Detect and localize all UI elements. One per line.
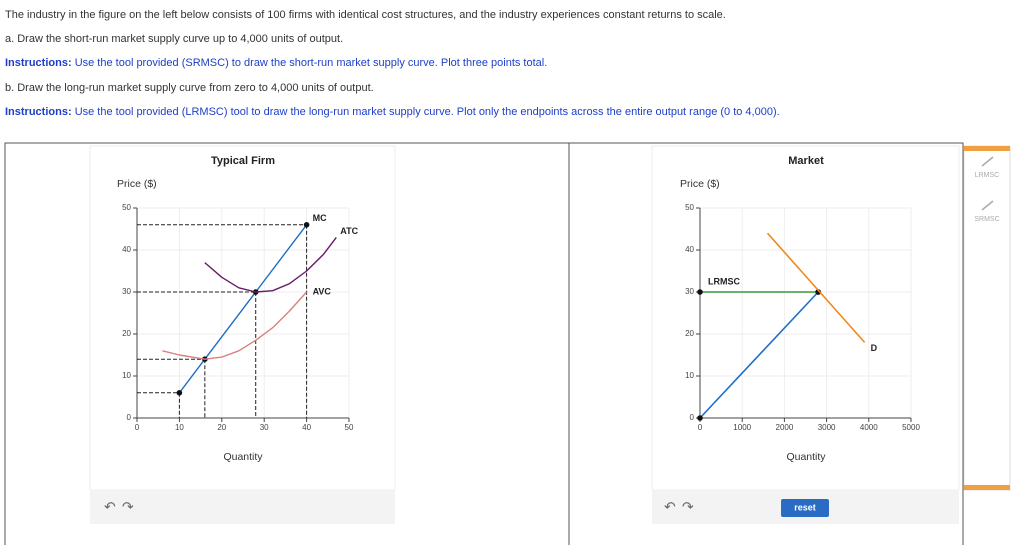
y-tick-label: 10 [122, 371, 131, 380]
instruction-text: Use the tool provided (LRMSC) tool to dr… [74, 106, 780, 118]
y-tick-label: 40 [122, 245, 131, 254]
series-label: ATC [340, 226, 358, 236]
toolbar-top [964, 146, 1010, 151]
series-line [178, 224, 308, 394]
point [303, 222, 310, 228]
series-label: MC [313, 213, 327, 223]
y-tick-label: 50 [122, 203, 131, 212]
undo-icon[interactable]: ↶ [104, 499, 116, 515]
x-tick-label: 50 [345, 423, 354, 432]
x-tick-label: 30 [260, 423, 269, 432]
part-b-text: b. Draw the long-run market supply curve… [5, 82, 374, 94]
toolbar [963, 145, 1011, 491]
instruction-label: Instructions: [5, 106, 72, 118]
series-label: LRMSC [708, 276, 740, 286]
point [176, 390, 183, 396]
y-tick-label: 50 [685, 203, 694, 212]
part-a-text: a. Draw the short-run market supply curv… [5, 33, 344, 45]
instruction-b: Instructions: Use the tool provided (LRM… [5, 106, 780, 118]
series-line [162, 291, 308, 360]
x-tick-label: 4000 [860, 423, 878, 432]
y-tick-label: 30 [122, 287, 131, 296]
instruction-text: Use the tool provided (SRMSC) to draw th… [74, 57, 548, 69]
point [697, 289, 703, 295]
chart-title: Typical Firm [211, 155, 275, 167]
series-label: D [871, 343, 878, 353]
y-axis-title: Price ($) [680, 178, 720, 190]
instruction-a: Instructions: Use the tool provided (SRM… [5, 57, 547, 69]
series-line [699, 291, 819, 419]
series-label: AVC [313, 286, 332, 296]
redo-icon[interactable]: ↷ [122, 499, 134, 515]
reset-label[interactable]: reset [794, 502, 816, 512]
tool-label[interactable]: SRMSC [974, 216, 999, 223]
y-tick-label: 30 [685, 287, 694, 296]
series-line [204, 236, 337, 293]
firm-panel [89, 145, 396, 491]
x-tick-label: 0 [698, 423, 703, 432]
x-tick-label: 0 [135, 423, 140, 432]
x-tick-label: 20 [217, 423, 226, 432]
instruction-label: Instructions: [5, 57, 72, 69]
intro-text: The industry in the figure on the left b… [5, 9, 726, 21]
reset-button[interactable] [781, 499, 829, 517]
tool-icon[interactable] [981, 200, 994, 211]
tool-icon[interactable] [981, 156, 994, 167]
undo-icon[interactable]: ↶ [664, 499, 676, 515]
point [697, 415, 703, 421]
x-tick-label: 5000 [902, 423, 920, 432]
y-tick-label: 0 [690, 413, 695, 422]
chart-title: Market [788, 155, 824, 167]
y-axis-title: Price ($) [117, 178, 157, 190]
y-tick-label: 20 [685, 329, 694, 338]
market-panel [651, 145, 960, 491]
firm-footer [90, 490, 395, 524]
x-axis-title: Quantity [786, 451, 826, 463]
x-tick-label: 2000 [776, 423, 794, 432]
x-tick-label: 1000 [733, 423, 751, 432]
x-tick-label: 10 [175, 423, 184, 432]
y-tick-label: 20 [122, 329, 131, 338]
x-tick-label: 40 [302, 423, 311, 432]
y-tick-label: 40 [685, 245, 694, 254]
redo-icon[interactable]: ↷ [682, 499, 694, 515]
tool-label[interactable]: LRMSC [975, 172, 1000, 179]
x-axis-title: Quantity [223, 451, 263, 463]
y-tick-label: 10 [685, 371, 694, 380]
x-tick-label: 3000 [818, 423, 836, 432]
y-tick-label: 0 [127, 413, 132, 422]
toolbar-bottom [964, 485, 1010, 490]
series-line [766, 232, 866, 343]
